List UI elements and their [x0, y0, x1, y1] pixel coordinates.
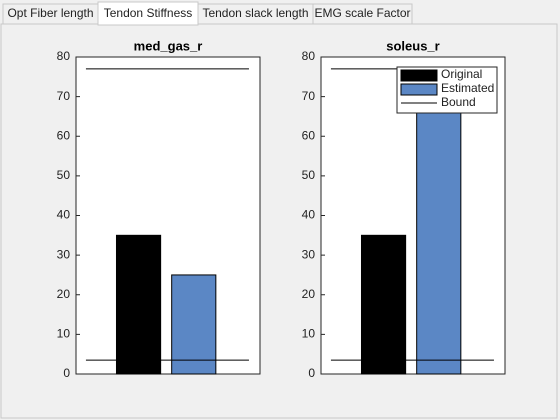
chart-title: soleus_r — [386, 38, 439, 53]
y-tick-label: 20 — [57, 287, 71, 301]
y-tick-label: 30 — [57, 247, 71, 261]
legend-swatch — [400, 69, 438, 82]
axes — [75, 56, 261, 375]
legend-label: Bound — [441, 95, 476, 109]
tab-label[interactable]: EMG scale Factor — [314, 6, 410, 20]
legend-swatch — [400, 83, 438, 96]
y-tick-label: 70 — [302, 89, 316, 103]
y-tick-label: 80 — [302, 49, 316, 63]
y-tick-label: 0 — [308, 366, 315, 380]
y-tick-label: 20 — [302, 287, 316, 301]
tab-label[interactable]: Tendon Stiffness — [104, 6, 193, 20]
y-tick-label: 80 — [57, 49, 71, 63]
y-tick-label: 50 — [302, 168, 316, 182]
y-tick-label: 60 — [302, 128, 316, 142]
tab-label[interactable]: Opt Fiber length — [7, 6, 93, 20]
chart-title: med_gas_r — [134, 38, 203, 53]
y-tick-label: 0 — [63, 366, 70, 380]
y-tick-label: 40 — [57, 208, 71, 222]
y-tick-label: 10 — [57, 327, 71, 341]
y-tick-label: 10 — [302, 327, 316, 341]
y-tick-label: 70 — [57, 89, 71, 103]
bar — [360, 234, 407, 375]
bar — [171, 274, 217, 375]
y-tick-label: 60 — [57, 128, 71, 142]
y-tick-label: 30 — [302, 247, 316, 261]
legend-label: Estimated — [441, 81, 494, 95]
y-tick-label: 40 — [302, 208, 316, 222]
tab-label[interactable]: Tendon slack length — [202, 6, 308, 20]
bar — [115, 234, 162, 375]
legend-label: Original — [441, 67, 482, 81]
bar — [416, 88, 462, 375]
y-tick-label: 50 — [57, 168, 71, 182]
tab[interactable] — [312, 3, 413, 25]
